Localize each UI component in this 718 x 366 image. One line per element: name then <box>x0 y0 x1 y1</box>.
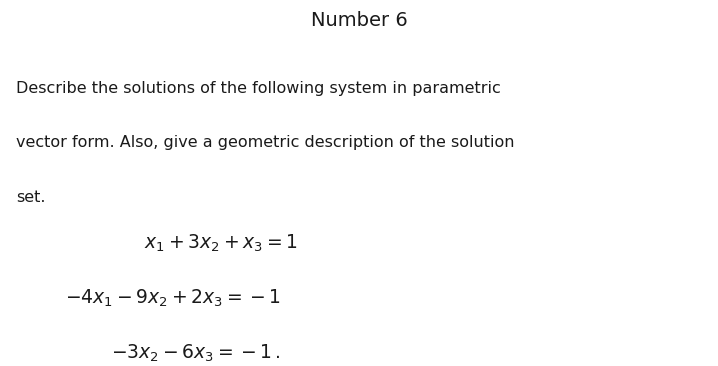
Text: $x_1 + 3x_2 + x_3 = 1$: $x_1 + 3x_2 + x_3 = 1$ <box>144 232 297 254</box>
Text: Number 6: Number 6 <box>311 11 407 30</box>
Text: $-3x_2 - 6x_3 = -1\,.$: $-3x_2 - 6x_3 = -1\,.$ <box>111 342 281 363</box>
Text: $-4x_1 - 9x_2 + 2x_3 = -1$: $-4x_1 - 9x_2 + 2x_3 = -1$ <box>65 287 280 309</box>
Text: Describe the solutions of the following system in parametric: Describe the solutions of the following … <box>16 81 500 96</box>
Text: vector form. Also, give a geometric description of the solution: vector form. Also, give a geometric desc… <box>16 135 514 150</box>
Text: set.: set. <box>16 190 45 205</box>
